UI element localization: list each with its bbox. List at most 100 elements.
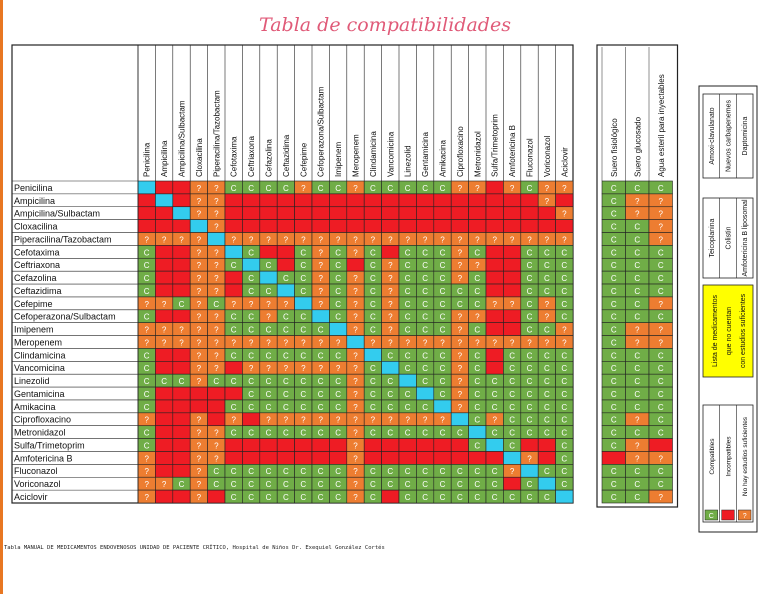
matrix-cell-label: C xyxy=(335,274,341,283)
matrix-cell xyxy=(485,206,504,220)
column-label: Clindamicina xyxy=(369,131,378,177)
matrix-cell-label: ? xyxy=(423,416,428,425)
matrix-cell-label: C xyxy=(300,467,306,476)
matrix-cell-label: C xyxy=(370,287,376,296)
fluid-cell-label: C xyxy=(658,480,664,489)
matrix-cell-label: ? xyxy=(423,338,428,347)
matrix-cell-label: ? xyxy=(284,338,289,347)
matrix-cell xyxy=(398,438,417,452)
matrix-cell-label: C xyxy=(561,377,567,386)
matrix-cell xyxy=(259,270,278,285)
matrix-cell xyxy=(172,193,191,208)
matrix-cell xyxy=(155,464,174,478)
matrix-cell xyxy=(398,219,417,233)
matrix-cell-label: C xyxy=(405,429,411,438)
matrix-cell-label: C xyxy=(457,493,463,502)
column-label: Sulfa/Trimetoprim xyxy=(491,114,500,177)
matrix-cell-label: C xyxy=(422,351,428,360)
legend-symbol: ? xyxy=(743,513,747,520)
matrix-cell-label: C xyxy=(440,429,446,438)
matrix-cell-label: C xyxy=(561,480,567,489)
matrix-cell-label: C xyxy=(300,429,306,438)
matrix-cell-label: C xyxy=(440,467,446,476)
matrix-cell-label: C xyxy=(422,261,428,270)
matrix-cell-label: C xyxy=(300,274,306,283)
fluid-table-frame xyxy=(596,44,679,508)
matrix-cell-label: C xyxy=(527,351,533,360)
matrix-cell-label: C xyxy=(544,326,550,335)
matrix-cell-label: ? xyxy=(336,364,341,373)
matrix-cell xyxy=(503,245,522,259)
matrix-cell-label: C xyxy=(231,403,237,412)
matrix-cell xyxy=(155,309,174,323)
matrix-cell-label: ? xyxy=(458,261,463,270)
source-caption: Tabla MANUAL DE MEDICAMENTOS ENDOVENOSOS… xyxy=(4,545,385,551)
matrix-cell-label: C xyxy=(266,429,272,438)
fluid-cell-label: ? xyxy=(659,326,664,335)
matrix-cell-label: C xyxy=(492,493,498,502)
matrix-cell-label: C xyxy=(422,184,428,193)
matrix-cell-label: C xyxy=(422,313,428,322)
matrix-cell-label: ? xyxy=(336,416,341,425)
matrix-cell-label: C xyxy=(179,300,185,309)
matrix-cell xyxy=(485,361,504,375)
column-label: Fluconazol xyxy=(526,138,535,177)
fluid-cell-label: C xyxy=(611,210,617,219)
matrix-cell-label: ? xyxy=(197,287,202,296)
matrix-cell-label: C xyxy=(544,429,550,438)
matrix-cell-label: ? xyxy=(301,235,306,244)
matrix-cell-label: C xyxy=(561,390,567,399)
matrix-cell-label: ? xyxy=(318,287,323,296)
matrix-cell-label: C xyxy=(266,467,272,476)
fluid-cell-label: C xyxy=(634,467,640,476)
matrix-cell-label: ? xyxy=(231,300,236,309)
column-label: Amikacina xyxy=(439,140,448,177)
matrix-cell-label: C xyxy=(440,287,446,296)
matrix-cell-label: ? xyxy=(458,338,463,347)
matrix-cell-label: C xyxy=(527,261,533,270)
matrix-cell-label: ? xyxy=(475,261,480,270)
row-label: Cloxacilina xyxy=(14,222,58,232)
fluid-cell-label: ? xyxy=(635,454,640,463)
matrix-cell xyxy=(329,193,348,208)
matrix-cell-label: C xyxy=(405,364,411,373)
matrix-cell-label: C xyxy=(318,480,324,489)
matrix-cell-label: ? xyxy=(440,338,445,347)
matrix-cell-label: C xyxy=(370,364,376,373)
matrix-cell xyxy=(450,206,469,220)
legend-label: No hay estudios suficientes xyxy=(742,416,749,496)
highlight-box xyxy=(702,284,754,378)
matrix-cell-label: ? xyxy=(458,235,463,244)
matrix-cell xyxy=(242,219,261,233)
matrix-cell xyxy=(137,206,156,220)
matrix-cell xyxy=(311,219,330,233)
matrix-cell xyxy=(555,219,574,233)
matrix-cell-label: C xyxy=(318,326,324,335)
matrix-cell xyxy=(346,257,365,272)
matrix-cell-label: C xyxy=(213,480,219,489)
matrix-cell-label: ? xyxy=(231,416,236,425)
matrix-cell-label: C xyxy=(474,248,480,257)
matrix-cell xyxy=(155,361,174,375)
fluid-cell xyxy=(648,438,673,452)
matrix-cell xyxy=(381,361,400,375)
matrix-cell-label: C xyxy=(144,429,150,438)
matrix-cell-label: C xyxy=(544,416,550,425)
matrix-cell xyxy=(172,180,191,195)
matrix-cell xyxy=(416,386,435,401)
matrix-cell-label: C xyxy=(248,248,254,257)
matrix-cell-label: ? xyxy=(527,454,532,463)
matrix-cell xyxy=(398,373,417,388)
matrix-cell-label: C xyxy=(405,467,411,476)
matrix-cell-label: C xyxy=(405,300,411,309)
matrix-cell-label: C xyxy=(387,467,393,476)
column-label: Voriconazol xyxy=(543,135,552,177)
matrix-cell-label: C xyxy=(370,390,376,399)
fluid-cell-label: ? xyxy=(659,300,664,309)
matrix-cell xyxy=(450,451,469,465)
matrix-cell-label: C xyxy=(387,390,393,399)
matrix-cell-label: C xyxy=(144,377,150,386)
matrix-cell-label: C xyxy=(457,480,463,489)
matrix-cell-label: ? xyxy=(249,364,254,373)
matrix-cell-label: ? xyxy=(545,338,550,347)
